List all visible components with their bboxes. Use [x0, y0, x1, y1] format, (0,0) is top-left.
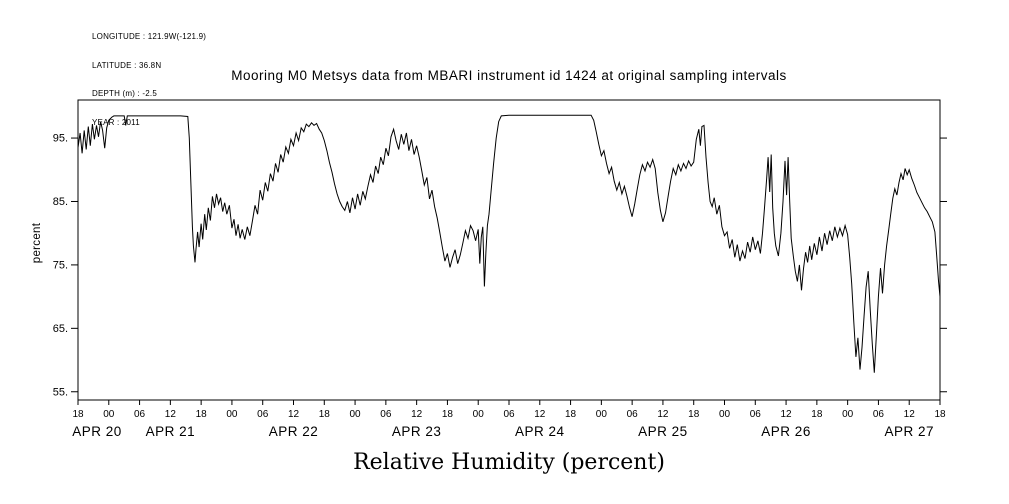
x-tick-label: 06	[134, 409, 146, 420]
longitude-readout: LONGITUDE : 121.9W(-121.9)	[92, 32, 207, 41]
x-tick-label: 00	[226, 409, 238, 420]
x-tick-label: 06	[750, 409, 762, 420]
metadata-block: LONGITUDE : 121.9W(-121.9) LATITUDE : 36…	[92, 13, 206, 137]
x-tick-label: 12	[781, 409, 793, 420]
x-tick-label: 00	[103, 409, 115, 420]
x-tick-label: 06	[627, 409, 639, 420]
year-readout: YEAR : 2011	[92, 117, 140, 127]
x-tick-label: 06	[873, 409, 885, 420]
y-tick-label: 85.	[53, 196, 68, 208]
date-label: APR 25	[638, 424, 688, 439]
x-tick-label: 06	[503, 409, 515, 420]
date-label: APR 27	[884, 424, 934, 439]
x-tick-label: 18	[565, 409, 577, 420]
date-label: APR 24	[515, 424, 565, 439]
x-tick-label: 00	[842, 409, 854, 420]
x-tick-label: 18	[196, 409, 208, 420]
x-tick-label: 18	[442, 409, 454, 420]
x-tick-label: 06	[380, 409, 392, 420]
x-tick-label: 18	[934, 409, 946, 420]
date-label: APR 26	[761, 424, 811, 439]
x-tick-label: 12	[288, 409, 300, 420]
date-label: APR 20	[72, 424, 122, 439]
date-label: APR 22	[269, 424, 319, 439]
date-label: APR 21	[146, 424, 196, 439]
y-tick-label: 65.	[53, 323, 68, 335]
humidity-line	[77, 114, 941, 373]
x-tick-label: 06	[257, 409, 269, 420]
x-tick-label: 18	[319, 409, 331, 420]
x-tick-label: 00	[596, 409, 608, 420]
x-tick-label: 12	[904, 409, 916, 420]
x-tick-label: 12	[165, 409, 177, 420]
x-axis-caption: Relative Humidity (percent)	[353, 450, 665, 475]
x-tick-label: 18	[72, 409, 84, 420]
x-tick-label: 00	[719, 409, 731, 420]
x-tick-label: 12	[657, 409, 669, 420]
depth-readout: DEPTH (m) : -2.5	[92, 89, 157, 98]
y-tick-label: 95.	[53, 133, 68, 145]
x-tick-label: 12	[411, 409, 423, 420]
x-tick-label: 00	[473, 409, 485, 420]
latitude-readout: LATITUDE : 36.8N	[92, 60, 162, 70]
date-label: APR 23	[392, 424, 442, 439]
x-tick-label: 00	[350, 409, 362, 420]
y-tick-label: 75.	[53, 259, 68, 271]
y-tick-label: 55.	[53, 386, 68, 398]
chart-title: Mooring M0 Metsys data from MBARI instru…	[231, 68, 787, 83]
x-tick-label: 18	[688, 409, 700, 420]
x-tick-label: 18	[811, 409, 823, 420]
x-tick-label: 12	[534, 409, 546, 420]
